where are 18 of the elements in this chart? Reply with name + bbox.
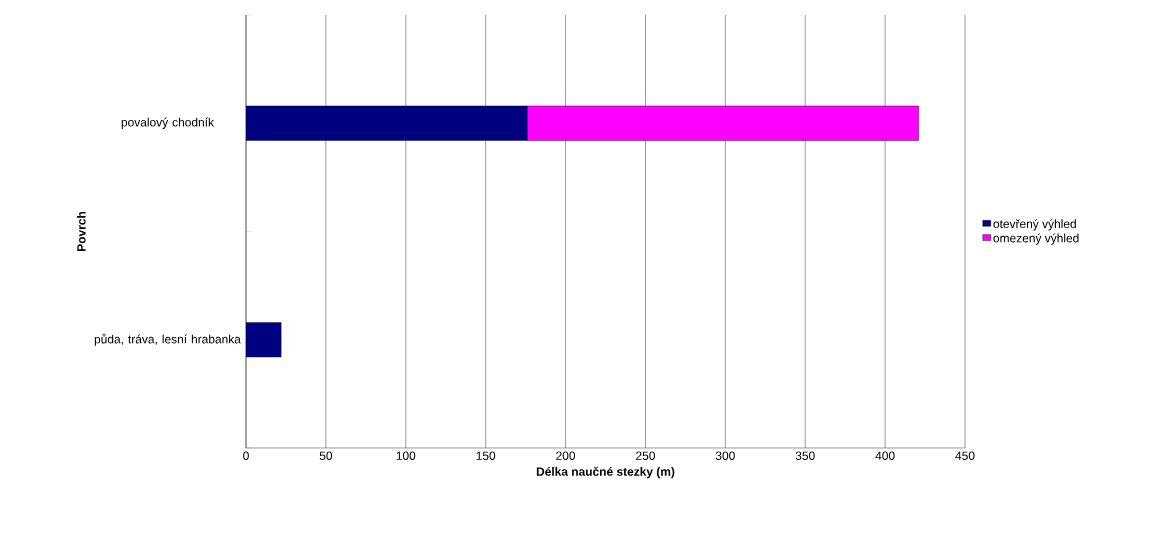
bar <box>246 105 528 141</box>
legend-label: omezený výhled <box>993 233 1079 245</box>
legend-label: otevřený výhled <box>993 219 1076 231</box>
x-tick-label: 50 <box>319 451 333 460</box>
y-tick-label: povalový chodník <box>121 117 215 129</box>
y-tick-label: půda, tráva, lesní hrabanka <box>94 333 241 346</box>
x-tick-label: 450 <box>955 451 975 460</box>
bar <box>246 322 282 358</box>
x-tick-label: 200 <box>556 451 576 460</box>
x-tick-label: 250 <box>636 451 655 460</box>
y-axis-title: Povrch <box>76 211 86 251</box>
x-tick-label: 300 <box>715 451 735 460</box>
x-tick-label: 350 <box>795 451 815 460</box>
x-tick-label: 150 <box>476 451 496 460</box>
x-tick-label: 0 <box>243 451 249 460</box>
x-tick-label: 100 <box>396 451 416 460</box>
x-tick-label: 400 <box>875 451 895 460</box>
x-axis-title: Délka naučné stezky (m) <box>536 466 675 479</box>
